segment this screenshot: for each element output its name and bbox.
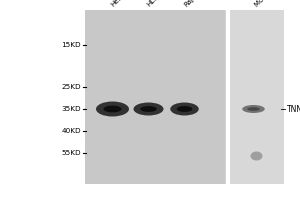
Bar <box>85 10 226 184</box>
Ellipse shape <box>140 106 157 112</box>
Ellipse shape <box>250 152 262 160</box>
Text: 15KD: 15KD <box>61 42 81 48</box>
Ellipse shape <box>177 106 192 112</box>
Bar <box>230 10 284 184</box>
Text: 40KD: 40KD <box>61 128 81 134</box>
Text: 55KD: 55KD <box>61 150 81 156</box>
Ellipse shape <box>242 105 265 113</box>
Ellipse shape <box>134 102 164 116</box>
Ellipse shape <box>103 106 122 112</box>
Text: HeLa: HeLa <box>110 0 126 8</box>
Text: 35KD: 35KD <box>61 106 81 112</box>
Text: 25KD: 25KD <box>61 84 81 90</box>
Text: Mouse kidney: Mouse kidney <box>254 0 292 8</box>
Ellipse shape <box>247 107 260 111</box>
Text: TNNT2: TNNT2 <box>286 104 300 114</box>
Text: HL60: HL60 <box>146 0 163 8</box>
Ellipse shape <box>170 102 199 116</box>
Ellipse shape <box>96 102 129 116</box>
Text: Raji: Raji <box>183 0 196 8</box>
